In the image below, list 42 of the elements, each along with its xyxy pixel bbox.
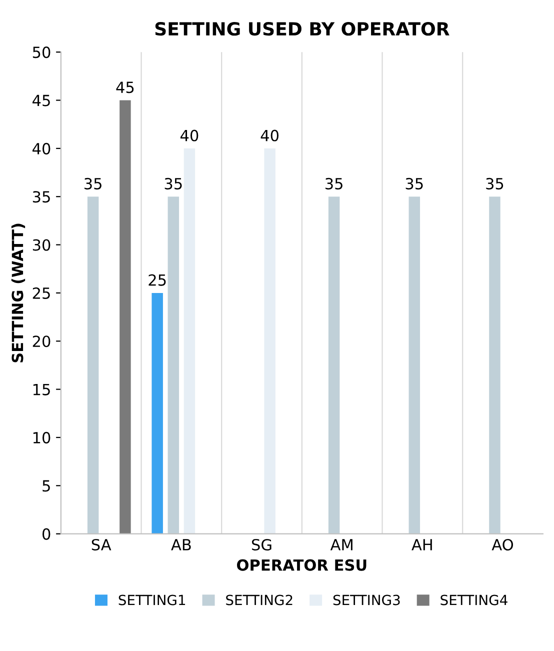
x-tick-label: AO <box>492 538 513 551</box>
bar <box>328 196 340 534</box>
legend-label: SETTING4 <box>440 594 508 606</box>
y-tick-label: 15 <box>33 384 50 396</box>
data-label: 40 <box>260 130 279 142</box>
y-tick-label: 30 <box>32 239 50 251</box>
y-tick-label: 5 <box>42 480 50 492</box>
legend-label: SETTING2 <box>226 594 292 606</box>
bar <box>120 100 131 534</box>
data-label: 40 <box>180 130 198 142</box>
data-label: 35 <box>326 178 342 190</box>
y-tick-label: 10 <box>33 432 50 444</box>
bar <box>264 148 276 534</box>
y-tick-label: 45 <box>32 94 50 106</box>
legend-label: SETTING1 <box>118 594 186 606</box>
chart-title: SETTING USED BY OPERATOR <box>155 22 450 36</box>
y-tick-label: 35 <box>32 191 50 203</box>
y-tick-label: 25 <box>32 287 50 299</box>
data-label: 35 <box>406 178 423 190</box>
x-tick-label: SA <box>92 538 112 551</box>
x-axis-title: OPERATOR ESU <box>237 559 366 571</box>
data-label: 35 <box>486 178 504 190</box>
bar <box>408 196 420 534</box>
y-tick-label: 0 <box>42 528 50 540</box>
y-tick-label: 40 <box>32 142 50 154</box>
data-label: 35 <box>84 178 102 190</box>
x-tick-label: AM <box>330 539 352 550</box>
bar <box>168 196 180 534</box>
bar <box>87 196 99 534</box>
bar <box>184 148 196 534</box>
x-tick-label: SG <box>252 538 272 551</box>
x-tick-label: AB <box>171 539 191 550</box>
bar <box>152 292 163 534</box>
data-label: 25 <box>148 274 166 286</box>
x-tick-label: AH <box>412 539 432 550</box>
bar <box>489 196 500 534</box>
y-tick-label: 20 <box>32 336 50 348</box>
y-tick-label: 50 <box>32 46 50 58</box>
legend-label: SETTING3 <box>333 594 400 606</box>
y-axis-title: SETTING (WATT) <box>11 224 26 362</box>
data-label: 45 <box>116 82 134 94</box>
data-label: 35 <box>164 178 182 190</box>
